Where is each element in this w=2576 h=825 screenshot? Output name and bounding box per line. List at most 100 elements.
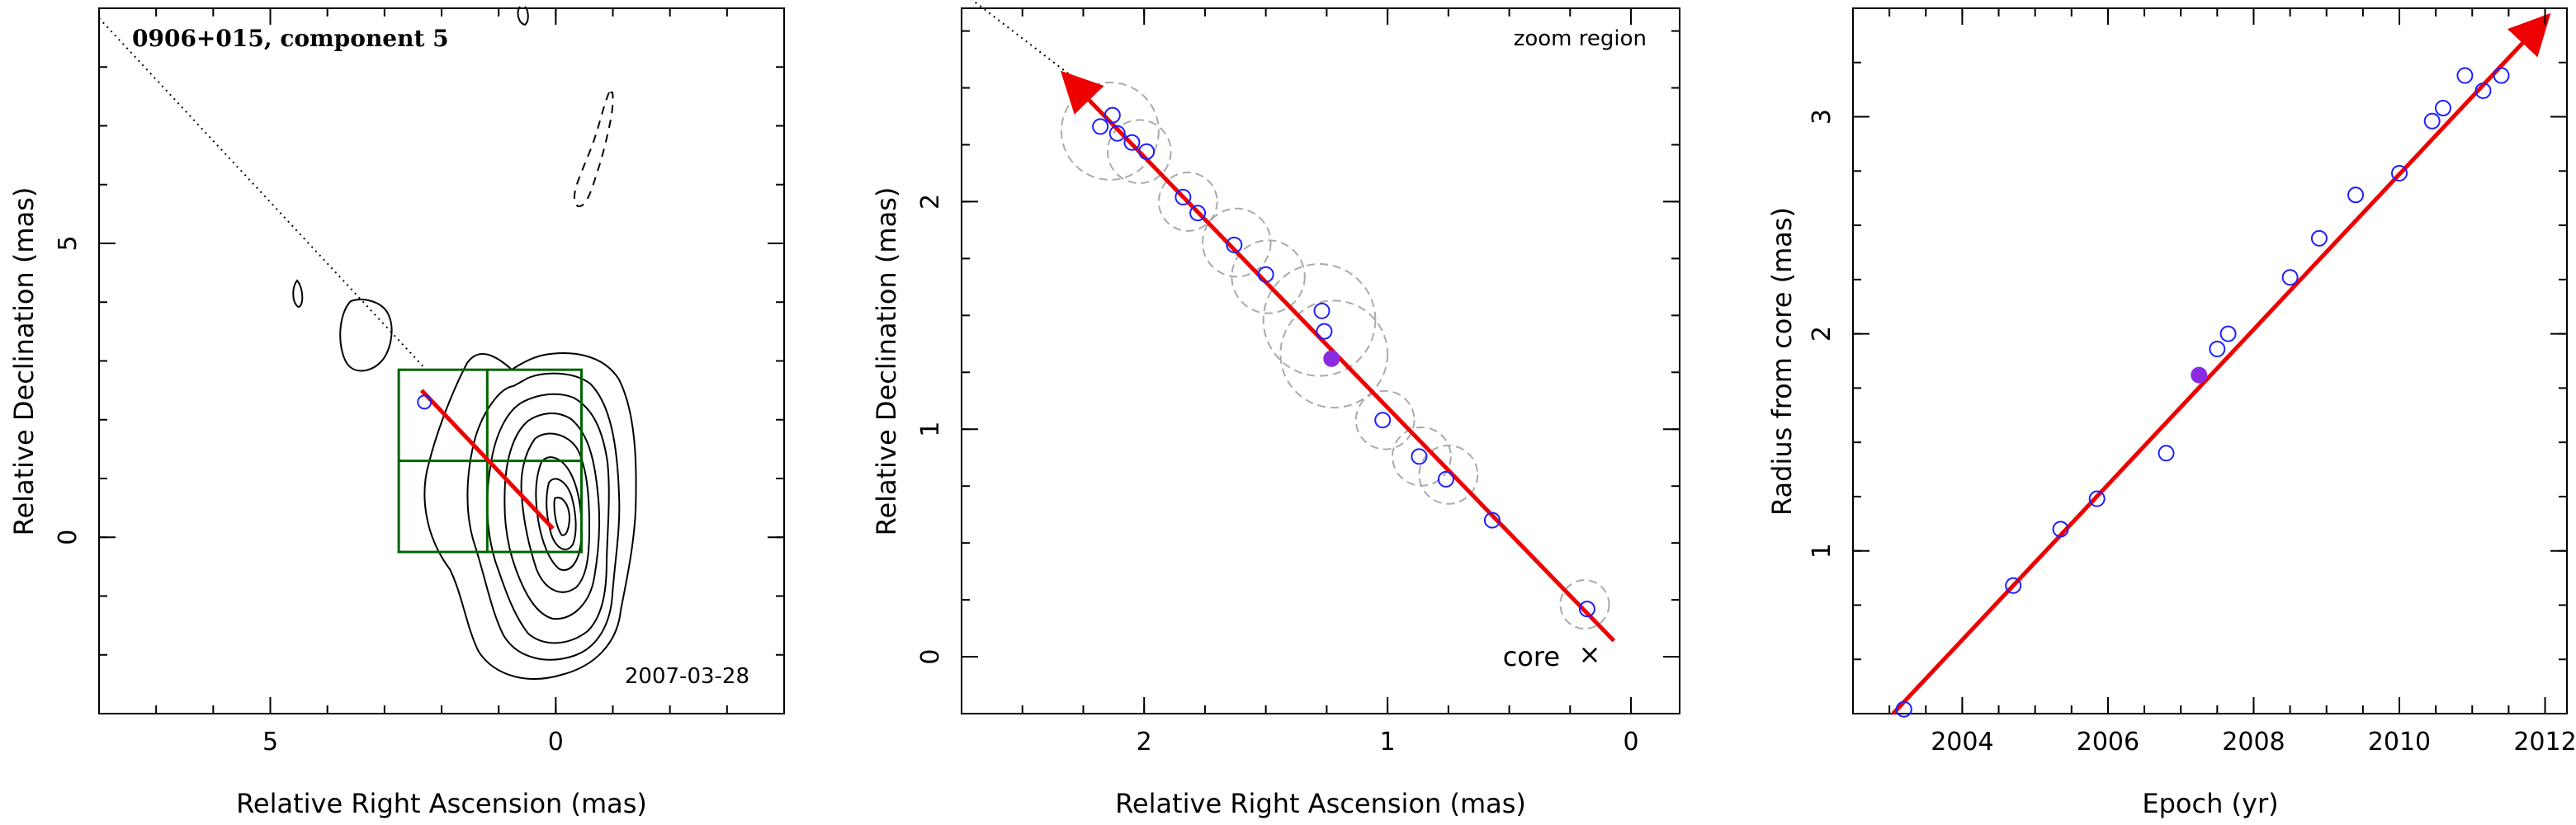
panel-3-fit-arrow	[1891, 12, 2551, 715]
x-tick-label: 1	[1380, 728, 1396, 757]
data-point	[2219, 325, 2237, 342]
panel-2-points	[1092, 106, 1595, 618]
data-point	[2347, 186, 2365, 204]
contour-outer	[423, 352, 637, 680]
contour-blob-b	[292, 279, 304, 309]
data-point	[1123, 134, 1141, 151]
x-tick-label: 0	[548, 728, 564, 757]
panel-1-points	[417, 394, 432, 410]
panel-zoom-region: 2 1 0 0 1 2 zoom region core × Relative Righ…	[871, 0, 1680, 819]
data-point	[2281, 269, 2299, 286]
contour-7	[546, 478, 577, 550]
data-point	[1108, 125, 1126, 142]
data-point	[1189, 205, 1207, 222]
zoom-region-label: zoom region	[1514, 26, 1647, 51]
data-point	[2005, 577, 2022, 594]
data-point	[2052, 521, 2069, 538]
contour-8	[553, 497, 571, 536]
core-label: core	[1503, 641, 1560, 672]
component-size-circle	[1231, 239, 1306, 314]
panel-2-x-axis-label: Relative Right Ascension (mas)	[1115, 788, 1526, 819]
y-tick-label: 1	[916, 422, 945, 437]
highlighted-data-point	[1323, 350, 1340, 367]
panel-3-x-axis-label: Epoch (yr)	[2142, 788, 2278, 819]
data-point	[2423, 112, 2441, 130]
data-point	[2088, 490, 2106, 507]
panel-1-date: 2007-03-28	[625, 664, 749, 689]
contour-blob-a	[339, 299, 393, 372]
contour-4	[503, 412, 601, 620]
panel-2-x-ticks: 2 1 0	[961, 8, 1639, 757]
component-size-circle	[1392, 426, 1452, 487]
data-point	[1578, 601, 1595, 618]
contour-blob-c	[517, 6, 529, 26]
data-point	[1483, 512, 1501, 529]
data-point	[2158, 445, 2175, 462]
data-point	[2493, 67, 2510, 84]
y-tick-label: 1	[1808, 543, 1836, 559]
y-tick-label: 2	[1808, 326, 1836, 342]
panel-1-y-axis-label: Relative Declination (mas)	[8, 187, 40, 536]
component-size-circle	[1418, 445, 1479, 505]
x-tick-label: 2008	[2222, 728, 2285, 757]
highlighted-data-point	[2191, 366, 2208, 384]
x-tick-label: 2012	[2513, 728, 2576, 757]
data-point	[1175, 188, 1192, 205]
component-size-circle	[1262, 263, 1377, 377]
data-point	[2209, 341, 2226, 358]
panel-1-fit-arrow	[419, 389, 555, 530]
component-size-circle	[1060, 81, 1160, 181]
panel-2-y-ticks: 0 1 2	[916, 30, 1680, 714]
panel-1-x-axis-label: Relative Right Ascension (mas)	[236, 788, 647, 819]
contour-set	[292, 6, 637, 680]
x-tick-label: 2010	[2368, 728, 2431, 757]
data-point	[2456, 67, 2474, 84]
component-size-circle	[1559, 579, 1610, 630]
contour-2	[466, 372, 621, 661]
x-tick-label: 2006	[2077, 728, 2139, 757]
data-point	[417, 394, 432, 410]
panel-3-y-ticks: 1 2 3	[1808, 7, 2567, 714]
panel-2-circles	[1060, 81, 1610, 630]
panel-3-frame	[1852, 7, 2568, 714]
y-tick-label: 2	[916, 194, 945, 210]
x-tick-label: 2004	[1931, 728, 1993, 757]
core-marker: ×	[1579, 639, 1601, 670]
panel-1-title: 0906+015, component 5	[132, 25, 449, 52]
panel-2-fit-arrow	[1060, 70, 1616, 643]
x-tick-label: 2	[1137, 728, 1152, 757]
data-point	[2390, 164, 2408, 182]
data-point	[1138, 143, 1156, 160]
data-point	[1092, 118, 1109, 135]
panel-2-extension-line	[971, 0, 1072, 77]
x-tick-label: 5	[262, 728, 278, 757]
data-point	[1437, 470, 1454, 488]
panel-2-frame	[961, 7, 1680, 714]
y-tick-label: 3	[1808, 109, 1836, 125]
panel-1-extension-line	[98, 17, 430, 374]
panel-3-y-axis-label: Radius from core (mas)	[1766, 207, 1798, 516]
data-point	[2434, 100, 2451, 117]
component-size-circle	[1201, 207, 1272, 278]
data-point	[1895, 700, 1912, 718]
data-point	[2474, 82, 2492, 99]
data-point	[1257, 266, 1274, 283]
y-tick-label: 5	[54, 235, 83, 251]
panel-1-y-ticks: 05	[54, 7, 784, 714]
data-point	[1226, 236, 1243, 253]
data-point	[1104, 106, 1121, 124]
panel-radius-epoch: 2004 2006 2008 2010 2012 1 2 3 Epoch (yr) Radi…	[1766, 7, 2576, 819]
data-point	[2310, 229, 2328, 247]
data-point	[1313, 302, 1331, 319]
panel-3-x-ticks: 2004 2006 2008 2010 2012	[1852, 8, 2576, 757]
panel-3-points	[1895, 67, 2510, 718]
data-point	[1374, 412, 1392, 429]
data-point	[1411, 448, 1428, 465]
component-size-circle	[1354, 389, 1416, 450]
component-size-circle	[1157, 172, 1218, 232]
y-tick-label: 0	[916, 649, 945, 665]
contour-dashed	[574, 92, 614, 208]
